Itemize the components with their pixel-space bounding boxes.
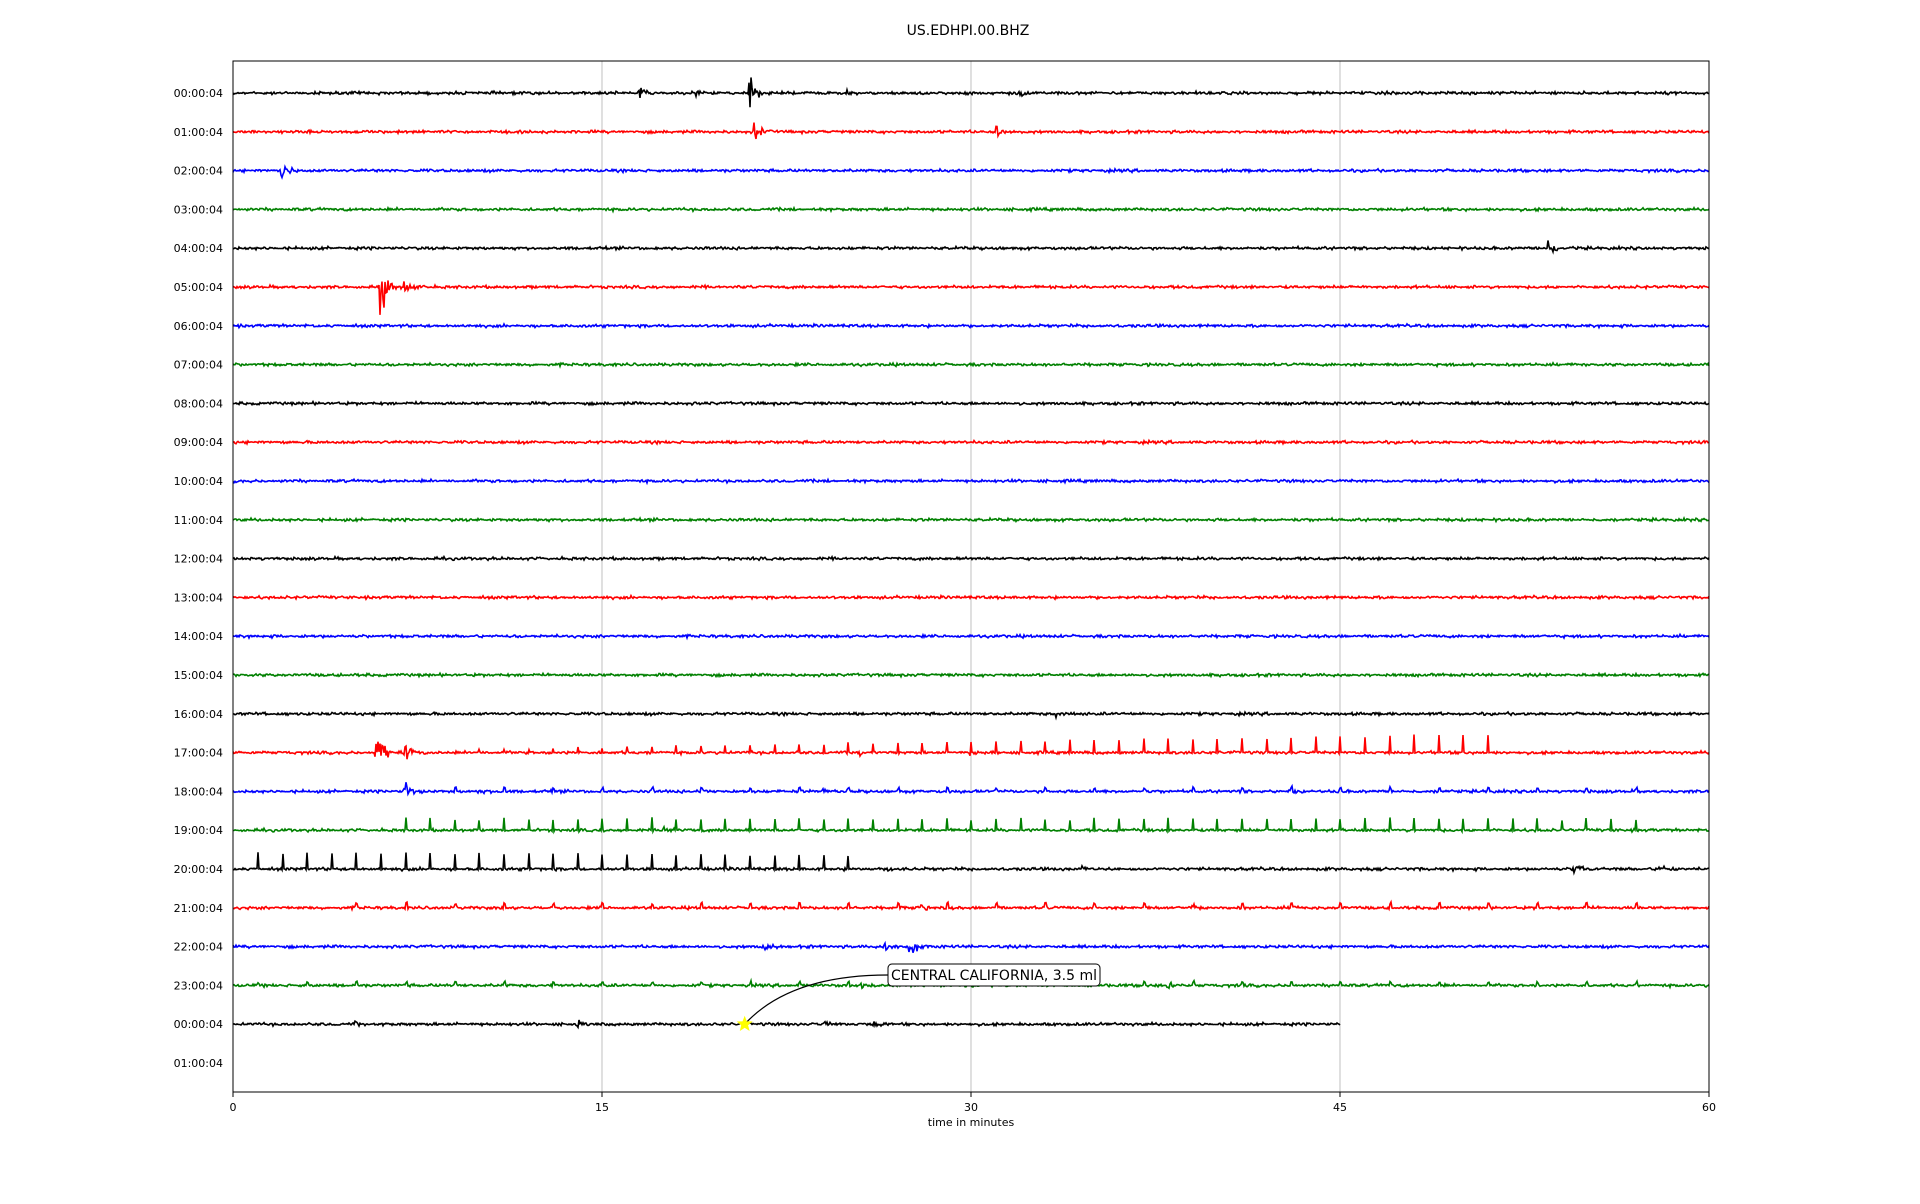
row-labels: 00:00:04 01:00:04 02:00:04 03:00:04 04:00:04… [174, 87, 223, 1070]
row-label-19: 19:00:04 [174, 824, 223, 837]
trace-row-20 [232, 852, 1710, 876]
x-axis: 0 15 30 45 60 [230, 1092, 1716, 1114]
trace-row-7 [232, 361, 1710, 369]
row-label-20: 20:00:04 [174, 863, 223, 876]
trace-row-2 [232, 164, 1710, 180]
trace-row-13 [232, 593, 1710, 601]
trace-row-4 [232, 240, 1710, 255]
x-tick-label-3: 45 [1333, 1101, 1347, 1114]
row-label-11: 11:00:04 [174, 514, 223, 527]
row-label-15: 15:00:04 [174, 669, 223, 682]
row-label-2: 02:00:04 [174, 165, 223, 178]
trace-row-17 [232, 734, 1710, 760]
row-label-22: 22:00:04 [174, 941, 223, 954]
grid-lines [601, 61, 1341, 1092]
trace-row-24 [232, 1019, 1341, 1030]
row-label-1: 01:00:04 [174, 126, 223, 139]
trace-row-11 [232, 516, 1710, 524]
row-label-3: 03:00:04 [174, 203, 223, 216]
row-label-10: 10:00:04 [174, 475, 223, 488]
row-label-5: 05:00:04 [174, 281, 223, 294]
trace-row-15 [232, 671, 1710, 679]
trace-row-3 [232, 205, 1710, 214]
annotation-box [887, 963, 1101, 987]
event-star-marker [736, 1015, 753, 1032]
trace-layer [232, 77, 1710, 1030]
trace-row-6 [232, 322, 1710, 330]
trace-row-9 [232, 438, 1710, 446]
row-label-21: 21:00:04 [174, 902, 223, 915]
trace-row-18 [232, 782, 1710, 797]
row-label-0: 00:00:04 [174, 87, 223, 100]
row-label-23: 23:00:04 [174, 979, 223, 992]
row-label-8: 08:00:04 [174, 397, 223, 410]
x-axis-label: time in minutes [928, 1116, 1015, 1129]
trace-row-22 [232, 940, 1710, 953]
row-label-13: 13:00:04 [174, 591, 223, 604]
x-tick-label-2: 30 [964, 1101, 978, 1114]
annotation-connector [744, 974, 889, 1025]
annotation-text: CENTRAL CALIFORNIA, 3.5 ml [891, 968, 1097, 984]
trace-row-1 [232, 122, 1710, 140]
trace-row-5 [232, 280, 1710, 315]
trace-row-19 [233, 817, 1710, 835]
row-label-14: 14:00:04 [174, 630, 223, 643]
row-label-4: 04:00:04 [174, 242, 223, 255]
x-tick-label-0: 0 [230, 1101, 237, 1114]
trace-row-10 [232, 477, 1710, 486]
chart-title: US.EDHPI.00.BHZ [907, 23, 1030, 39]
trace-row-8 [232, 399, 1710, 408]
row-label-16: 16:00:04 [174, 708, 223, 721]
row-label-25: 01:00:04 [174, 1057, 223, 1070]
row-label-24: 00:00:04 [174, 1018, 223, 1031]
trace-row-12 [232, 554, 1710, 562]
trace-row-14 [232, 632, 1710, 641]
trace-row-21 [232, 899, 1710, 913]
row-label-12: 12:00:04 [174, 553, 223, 566]
row-label-9: 09:00:04 [174, 436, 223, 449]
trace-row-0 [232, 77, 1710, 108]
x-tick-label-1: 15 [595, 1101, 609, 1114]
row-label-17: 17:00:04 [174, 747, 223, 760]
row-label-7: 07:00:04 [174, 359, 223, 372]
x-tick-label-4: 60 [1702, 1101, 1716, 1114]
row-label-6: 06:00:04 [174, 320, 223, 333]
event-annotation: CENTRAL CALIFORNIA, 3.5 ml [736, 963, 1101, 1032]
row-label-18: 18:00:04 [174, 785, 223, 798]
trace-row-16 [232, 710, 1710, 721]
